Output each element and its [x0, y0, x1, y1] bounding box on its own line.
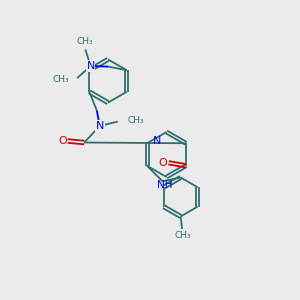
- Text: CH₃: CH₃: [77, 38, 94, 46]
- Text: CH₃: CH₃: [174, 232, 191, 241]
- Text: N: N: [86, 61, 95, 71]
- Text: N: N: [153, 136, 161, 146]
- Text: CH₃: CH₃: [128, 116, 144, 124]
- Text: CH₃: CH₃: [52, 75, 69, 84]
- Text: O: O: [58, 136, 67, 146]
- Text: NH: NH: [157, 180, 173, 190]
- Text: N: N: [96, 121, 104, 131]
- Text: O: O: [159, 158, 168, 168]
